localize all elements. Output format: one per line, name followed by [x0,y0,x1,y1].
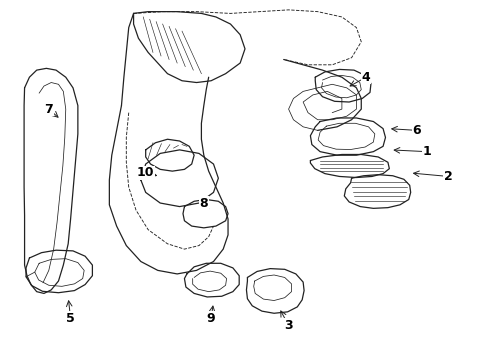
Text: 4: 4 [362,71,370,84]
Text: 1: 1 [422,145,431,158]
Text: 10: 10 [137,166,154,179]
Text: 5: 5 [66,312,75,325]
Text: 6: 6 [413,124,421,137]
Text: 8: 8 [199,197,208,210]
Text: 2: 2 [444,170,453,183]
Text: 7: 7 [45,103,53,116]
Text: 9: 9 [207,312,216,325]
Text: 3: 3 [284,319,293,332]
